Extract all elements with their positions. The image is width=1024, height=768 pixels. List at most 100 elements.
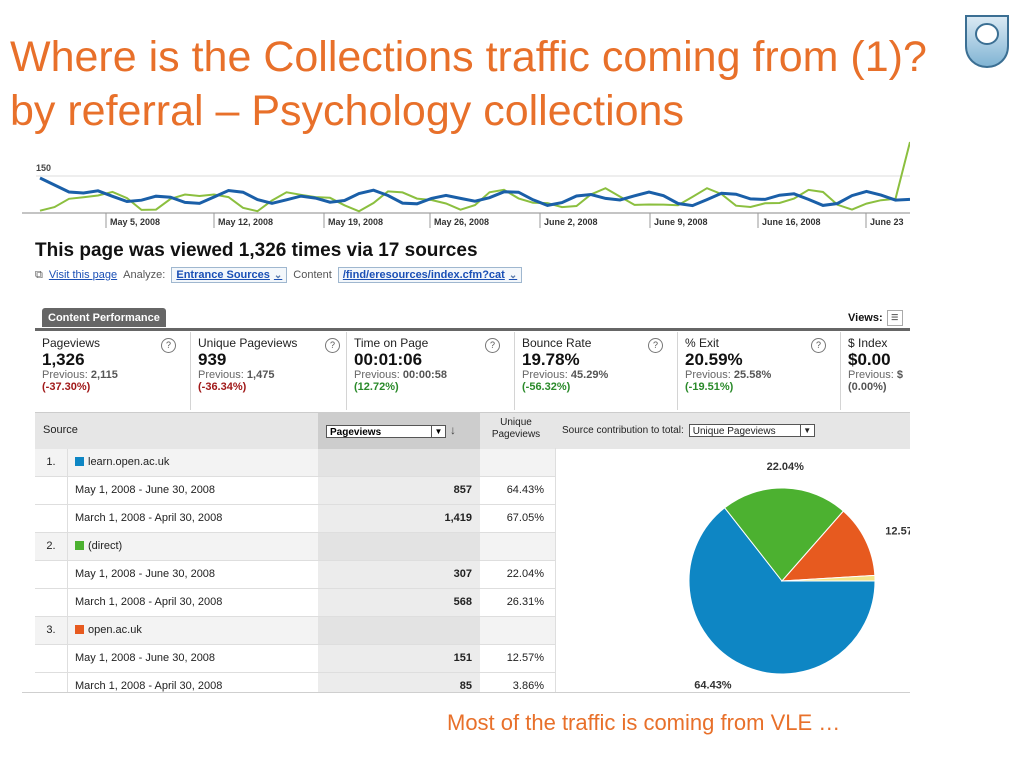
pageviews-value: 307 [453, 568, 472, 580]
metrics-bar: Pageviews ? 1,326 Previous: 2,115 (-37.3… [35, 332, 910, 410]
table-row-group[interactable]: 3. open.ac.uk [35, 617, 555, 645]
trend-chart: 150 May 5, 2008 May 12, 2008 May 19, 2008 M… [22, 141, 910, 228]
metric-bounce-rate: Bounce Rate ? 19.78% Previous: 45.29% (-… [515, 332, 678, 410]
metric-value: 00:01:06 [354, 350, 423, 369]
pageviews-cell-bg [318, 589, 480, 616]
pie-slice[interactable] [781, 574, 876, 582]
date-range: May 1, 2008 - June 30, 2008 [75, 484, 216, 496]
table-row: March 1, 2008 - April 30, 2008 568 26.31… [35, 589, 555, 617]
help-icon[interactable]: ? [325, 338, 340, 353]
content-dropdown[interactable]: /find/eresources/index.cfm?cat ⌄ [337, 267, 523, 283]
slide-footnote: Most of the traffic is coming from VLE … [447, 710, 841, 735]
dropdown-arrow-icon: ▼ [431, 426, 445, 437]
tab-divider [35, 328, 910, 331]
source-label: (direct) [88, 540, 123, 552]
previous-label: Previous: [42, 369, 91, 381]
help-icon[interactable]: ? [811, 338, 826, 353]
visit-page-link[interactable]: Visit this page [48, 269, 118, 281]
dropdown-arrow-icon: ▼ [799, 425, 814, 436]
sort-descending-icon[interactable]: ↓ [450, 423, 456, 437]
pageviews-value: 1,419 [444, 512, 472, 524]
pageviews-value: 568 [453, 596, 472, 608]
previous-label: Previous: [354, 369, 403, 381]
source-name: (direct) [75, 540, 122, 552]
metric-change: (12.72%) [354, 381, 399, 393]
trend-series-green [39, 141, 910, 213]
date-range: March 1, 2008 - April 30, 2008 [75, 596, 223, 608]
source-name: open.ac.uk [75, 624, 142, 636]
analyze-label: Analyze: [123, 269, 166, 281]
chevron-down-icon: ⌄ [273, 269, 283, 281]
metric-previous: Previous: 2,115 [42, 369, 183, 381]
metric-change: (-56.32%) [522, 381, 571, 393]
pie-slice[interactable] [723, 487, 845, 582]
source-label: learn.open.ac.uk [88, 456, 170, 468]
metric-previous: Previous: 25.58% [685, 369, 833, 381]
unique-value: 3.86% [512, 680, 544, 692]
report-actions: ⧉ Visit this page Analyze: Entrance Sour… [35, 267, 523, 283]
source-color-swatch [75, 541, 84, 550]
contribution-select[interactable]: Unique Pageviews ▼ [688, 424, 815, 437]
table-row-group[interactable]: 1. learn.open.ac.uk [35, 449, 555, 477]
trend-date-label: May 26, 2008 [434, 217, 489, 227]
help-icon[interactable]: ? [485, 338, 500, 353]
metric-time-on-page: Time on Page ? 00:01:06 Previous: 00:00:… [347, 332, 515, 410]
date-range: March 1, 2008 - April 30, 2008 [75, 680, 223, 692]
help-icon[interactable]: ? [648, 338, 663, 353]
column-unique-pageviews[interactable]: Unique Pageviews [491, 417, 541, 440]
trend-series-blue [39, 176, 910, 208]
unique-value: 67.05% [506, 512, 544, 524]
trend-date-label: May 12, 2008 [218, 217, 273, 227]
pageviews-value: 85 [459, 680, 472, 692]
metric-value: $0.00 [848, 350, 891, 369]
chevron-down-icon: ⌄ [508, 269, 518, 281]
metric-dollar-index: $ Index $0.00 Previous: $ (0.00%) [841, 332, 910, 410]
date-range: May 1, 2008 - June 30, 2008 [75, 568, 216, 580]
sources-table: Source Pageviews ▼ ↓ Unique Pageviews Sou… [35, 412, 910, 692]
pie-slice[interactable] [688, 507, 876, 675]
date-range: May 1, 2008 - June 30, 2008 [75, 652, 216, 664]
unique-value: 22.04% [506, 568, 544, 580]
metric-value: 939 [198, 350, 227, 369]
row-rank: 3. [35, 617, 68, 644]
analyze-dropdown[interactable]: Entrance Sources ⌄ [171, 267, 288, 283]
content-value: /find/eresources/index.cfm?cat [342, 269, 505, 281]
tab-content-performance[interactable]: Content Performance [42, 308, 166, 327]
pageviews-metric-select[interactable]: Pageviews ▼ [326, 425, 446, 438]
column-source[interactable]: Source [43, 424, 78, 436]
rank-cell [35, 477, 68, 504]
pageviews-value: 151 [453, 652, 472, 664]
column-pageviews: Pageviews ▼ ↓ [318, 413, 480, 449]
table-view-icon[interactable]: ☰ [886, 310, 903, 326]
metric-label: Pageviews [42, 336, 101, 350]
views-switcher: Views: ☰ [848, 310, 903, 326]
pageviews-cell-bg [318, 533, 480, 560]
previous-value: 00:00:58 [402, 369, 447, 381]
source-name: learn.open.ac.uk [75, 456, 169, 468]
previous-value: 45.29% [570, 369, 609, 381]
metric-previous: Previous: 00:00:58 [354, 369, 507, 381]
table-row: May 1, 2008 - June 30, 2008 151 12.57% [35, 645, 555, 673]
contribution-pie-chart: 64.43% 22.04% 12.57% [688, 461, 910, 691]
table-row-group[interactable]: 2. (direct) [35, 533, 555, 561]
date-range: March 1, 2008 - April 30, 2008 [75, 512, 223, 524]
analyze-value: Entrance Sources [176, 269, 270, 281]
metric-change: (-19.51%) [685, 381, 734, 393]
unique-value: 64.43% [506, 484, 544, 496]
unique-value: 26.31% [506, 596, 544, 608]
metric-change: (0.00%) [848, 381, 887, 393]
pageviews-value: 857 [453, 484, 472, 496]
previous-label: Previous: [685, 369, 734, 381]
rank-cell [35, 561, 68, 588]
external-link-icon: ⧉ [35, 268, 43, 281]
pageviews-cell-bg [318, 561, 480, 588]
table-row: March 1, 2008 - April 30, 2008 85 3.86% [35, 673, 555, 692]
pie-slice[interactable] [780, 510, 876, 582]
metric-label: $ Index [848, 336, 888, 350]
rank-cell [35, 645, 68, 672]
pageviews-cell-bg [318, 477, 480, 504]
source-label: open.ac.uk [88, 624, 142, 636]
contribution-label: Source contribution to total: [562, 425, 684, 436]
unique-value: 12.57% [506, 652, 544, 664]
help-icon[interactable]: ? [161, 338, 176, 353]
